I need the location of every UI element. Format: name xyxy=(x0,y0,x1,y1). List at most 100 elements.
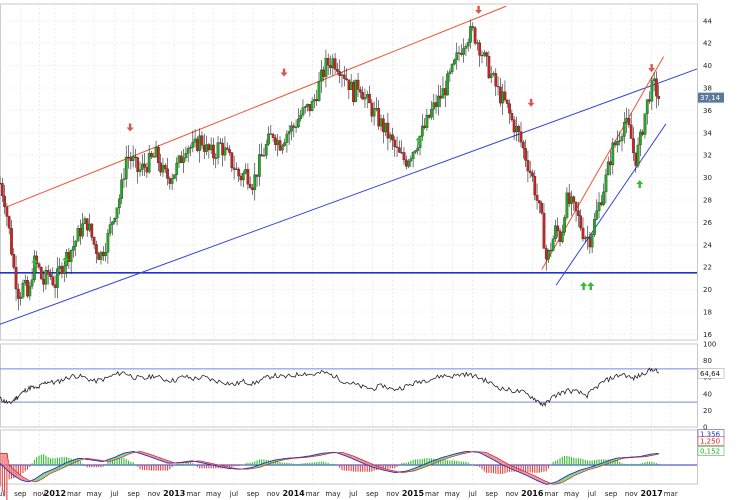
candlestick xyxy=(540,200,544,215)
candlestick xyxy=(108,216,112,237)
candle-body-up xyxy=(113,218,117,223)
candlestick xyxy=(147,145,151,175)
candle-body-down xyxy=(609,161,612,166)
x-tick-label: mar xyxy=(186,490,200,498)
candle-body-up xyxy=(384,122,387,133)
candle-body-up xyxy=(593,219,596,235)
candle-body-down xyxy=(338,71,342,76)
candle-body-down xyxy=(166,168,169,179)
x-tick-label: nov xyxy=(148,490,161,498)
arrow-head xyxy=(527,102,535,107)
candlestick xyxy=(450,62,454,75)
candle-body-down xyxy=(51,276,55,285)
candle-body-down xyxy=(333,58,337,70)
x-tick-label: may xyxy=(206,490,221,498)
candle-body-down xyxy=(200,135,204,146)
candlestick xyxy=(303,105,307,114)
candlestick xyxy=(604,168,608,204)
candle-body-down xyxy=(101,251,105,257)
candlestick xyxy=(478,39,482,67)
candlestick xyxy=(51,267,55,287)
candlestick xyxy=(90,223,94,241)
candlestick xyxy=(521,139,525,159)
candlestick xyxy=(262,147,266,157)
candle-body-down xyxy=(423,125,426,128)
candle-body-up xyxy=(363,97,367,100)
arrow-shaft xyxy=(582,286,585,290)
candle-body-up xyxy=(379,118,383,127)
candlestick xyxy=(143,153,146,177)
candle-body-down xyxy=(574,201,578,211)
candle-body-down xyxy=(524,148,527,161)
candlestick xyxy=(46,264,50,285)
candle-body-down xyxy=(196,138,199,151)
candle-body-up xyxy=(492,73,495,75)
candle-body-up xyxy=(72,246,75,251)
upper-red-channel-trendline xyxy=(6,5,507,208)
candle-body-down xyxy=(221,143,224,156)
candle-body-down xyxy=(386,122,390,139)
price-panel xyxy=(0,3,698,341)
candle-body-up xyxy=(425,114,429,128)
candlestick xyxy=(92,236,96,249)
x-tick-label: mar xyxy=(306,490,320,498)
arrow-head xyxy=(648,68,656,73)
candle-body-down xyxy=(53,284,57,288)
candle-body-up xyxy=(551,238,555,251)
candlestick xyxy=(7,215,11,235)
candle-body-down xyxy=(278,140,282,151)
candlestick xyxy=(170,173,174,190)
candle-body-down xyxy=(218,142,222,144)
candle-body-up xyxy=(299,114,303,120)
candle-body-down xyxy=(347,79,351,90)
candlestick xyxy=(280,143,284,155)
candle-body-down xyxy=(540,202,544,214)
x-tick-label: 2014 xyxy=(282,489,305,498)
down-arrow-signal xyxy=(475,5,483,14)
candlestick xyxy=(639,129,642,157)
candlestick xyxy=(200,131,204,150)
candle-body-up xyxy=(223,147,227,156)
candlestick xyxy=(430,101,433,120)
candlestick xyxy=(326,53,330,76)
candle-body-down xyxy=(42,278,45,285)
candle-body-down xyxy=(535,194,539,201)
candlestick xyxy=(186,145,190,163)
candle-body-up xyxy=(372,108,376,117)
candlestick xyxy=(524,139,527,167)
price-tick-label: 36 xyxy=(703,107,712,115)
candlestick xyxy=(182,148,185,174)
x-tick-label: nov xyxy=(33,490,46,498)
trendlines xyxy=(0,5,698,325)
candle-body-up xyxy=(411,151,415,160)
candle-body-down xyxy=(168,178,172,184)
candlestick xyxy=(3,185,6,215)
candlestick xyxy=(446,70,449,96)
candlestick xyxy=(462,38,465,63)
candle-body-up xyxy=(450,63,454,73)
candlestick xyxy=(39,266,43,280)
candle-body-down xyxy=(657,95,661,99)
up-arrow-signal xyxy=(415,136,423,145)
candle-body-down xyxy=(308,104,312,112)
candlestick xyxy=(618,131,622,146)
candlestick xyxy=(425,108,429,131)
up-arrow-signal xyxy=(31,258,39,267)
candle-body-down xyxy=(7,216,11,229)
candle-body-up xyxy=(448,71,452,74)
candlestick xyxy=(336,62,339,75)
candlestick xyxy=(517,124,521,143)
candlestick xyxy=(372,101,376,126)
candle-body-down xyxy=(159,162,163,173)
candle-body-down xyxy=(381,118,385,133)
candlestick xyxy=(590,232,594,253)
arrow-shaft xyxy=(64,260,67,265)
x-tick-label: mar xyxy=(544,490,558,498)
arrow-head xyxy=(475,9,483,14)
macd-signal-line xyxy=(0,451,659,485)
x-tick-label: mar xyxy=(664,490,678,498)
candle-body-up xyxy=(173,174,176,179)
candle-body-down xyxy=(471,26,475,28)
candle-body-up xyxy=(276,140,280,145)
candlestick xyxy=(299,109,303,122)
